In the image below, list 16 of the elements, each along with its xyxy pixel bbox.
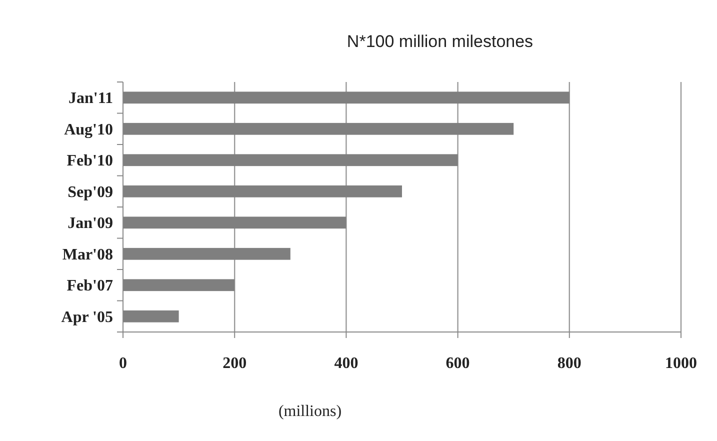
chart-title: N*100 million milestones	[346, 32, 534, 51]
y-tick-label: Apr '05	[61, 308, 113, 326]
x-tick-label: 1000	[665, 355, 697, 372]
y-tick-label: Feb'10	[66, 152, 113, 170]
y-tick-label: Mar'08	[62, 246, 113, 264]
x-tick-label: 600	[446, 355, 470, 372]
x-tick-label: 0	[119, 355, 127, 372]
y-tick-label: Feb'07	[66, 278, 113, 295]
x-axis-title: (millions)	[278, 403, 342, 420]
x-tick-label: 800	[557, 355, 582, 372]
y-tick-label: Jan'11	[68, 90, 113, 108]
x-tick-label: 200	[222, 355, 247, 372]
y-tick-label: Aug'10	[64, 121, 113, 138]
y-tick-label: Jan'09	[68, 215, 113, 232]
x-tick-label: 400	[334, 355, 358, 372]
y-tick-label: Sep'09	[68, 184, 113, 201]
